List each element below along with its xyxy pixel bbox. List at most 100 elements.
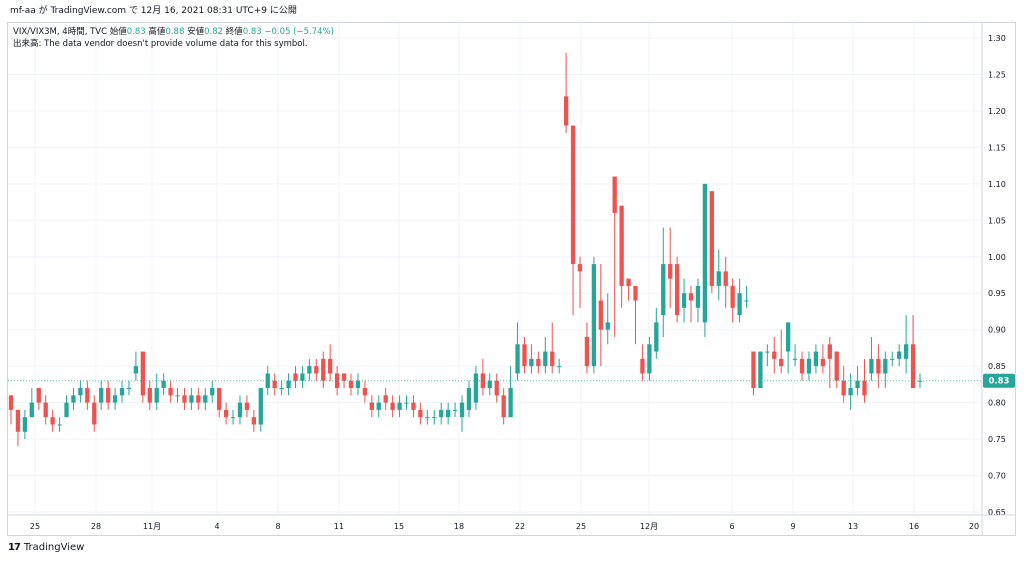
candle [522, 336, 527, 374]
candle [230, 409, 236, 425]
y-tick-label: 1.10 [988, 180, 1006, 189]
candle-body [612, 176, 617, 214]
candle-body [779, 358, 784, 367]
candle-body [903, 344, 909, 359]
candle [744, 285, 749, 308]
candle [126, 380, 132, 396]
y-tick-label: 1.30 [988, 34, 1006, 43]
candle [22, 409, 28, 440]
candle [619, 205, 624, 308]
candle [557, 358, 562, 374]
chart-frame[interactable] [7, 22, 1016, 536]
candle-body [452, 409, 458, 411]
candle [536, 351, 541, 374]
candle [709, 191, 714, 294]
candle [668, 227, 673, 308]
candle-body [487, 380, 492, 389]
candle [661, 227, 666, 337]
candle [681, 278, 687, 323]
candle-body [112, 395, 118, 403]
candle-body [820, 358, 826, 367]
candle [321, 351, 326, 389]
x-tick-label: 16 [909, 522, 919, 531]
y-tick-label: 0.85 [988, 362, 1006, 371]
candle [78, 380, 83, 403]
candle-body [473, 373, 479, 403]
candle [432, 409, 437, 425]
candle-body [355, 380, 361, 389]
candle [362, 380, 368, 403]
candle-body [557, 366, 562, 368]
candle-body [841, 380, 846, 396]
candle-body [286, 380, 291, 389]
candle-body [230, 417, 236, 419]
high-label: 高値 [148, 27, 166, 37]
candle [674, 256, 680, 323]
candle [758, 351, 763, 389]
candle-body [147, 388, 152, 403]
candle [307, 358, 312, 381]
candle-body [570, 125, 576, 265]
candle-body [272, 380, 277, 389]
candle-body [772, 351, 777, 359]
candle [806, 351, 812, 381]
x-tick-label: 22 [515, 522, 525, 531]
candle [869, 336, 874, 381]
candle [50, 409, 55, 432]
candle-body [258, 388, 263, 425]
candle-body [168, 388, 173, 396]
candle [570, 125, 576, 316]
candle [695, 278, 701, 323]
candle-body [674, 264, 680, 316]
candle-body [369, 402, 374, 410]
candle-body [716, 271, 721, 286]
candle [883, 351, 888, 389]
high-value: 0.88 [165, 27, 185, 37]
candle [487, 373, 492, 396]
candle-body [43, 402, 48, 418]
candle [112, 388, 118, 410]
candle [376, 395, 381, 418]
candle-body [92, 402, 97, 425]
y-tick-label: 1.05 [988, 216, 1006, 225]
x-tick-label: 4 [214, 522, 219, 531]
candle-body [328, 358, 333, 374]
y-tick-label: 0.80 [988, 399, 1006, 408]
candle [425, 409, 430, 425]
candle-body [341, 373, 347, 381]
candle-body [876, 358, 881, 374]
candle-body [161, 380, 166, 389]
candle-body [806, 358, 812, 374]
candle-body [265, 373, 270, 389]
candle-body [890, 358, 895, 360]
x-tick-label: 13 [848, 522, 858, 531]
candle-body [71, 395, 76, 403]
candle [446, 402, 451, 425]
candle [612, 176, 617, 337]
candle [654, 307, 659, 359]
candle-body [723, 271, 728, 286]
change-value: −0.05 (−5.74%) [264, 27, 334, 37]
candle [217, 388, 222, 418]
candle [279, 380, 284, 396]
candle [563, 52, 569, 133]
candle-body [175, 395, 180, 397]
candle-body [695, 285, 701, 308]
candle [848, 373, 853, 410]
candle-body [217, 388, 222, 410]
candle [452, 402, 458, 418]
candle-body [848, 388, 853, 396]
candle-body [591, 264, 597, 367]
candle [29, 388, 34, 418]
candle-body [577, 264, 583, 272]
candle [716, 249, 721, 301]
candle [397, 395, 402, 418]
y-tick-label: 0.65 [988, 508, 1006, 517]
candle-body [293, 373, 298, 381]
candlestick-chart[interactable]: 1.30 1.25 1.20 1.15 1.10 1.05 1.00 0.95 0.90 0.85… [0, 0, 1024, 540]
candle-body [869, 358, 874, 374]
candle-body [126, 388, 132, 390]
last-price-label: 0.83 [989, 377, 1010, 387]
candle-body [57, 424, 62, 426]
footer-brand[interactable]: 17 TradingView [8, 542, 84, 553]
